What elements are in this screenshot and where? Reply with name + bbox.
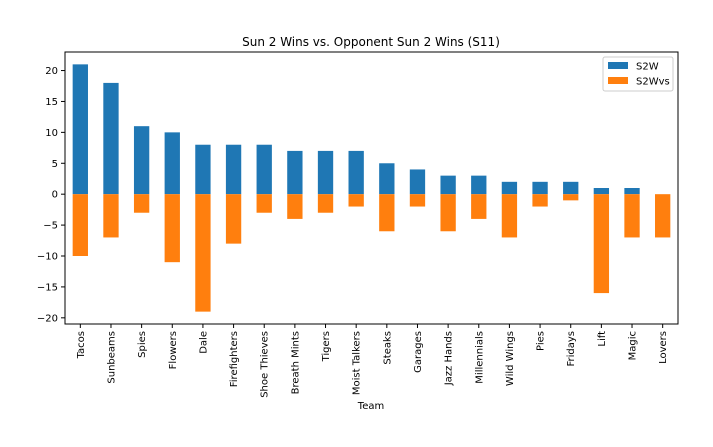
bar-s2wvs-garages [409, 194, 426, 207]
y-tick-label: −5 [43, 221, 58, 232]
x-tick-label: Sunbeams [106, 331, 117, 384]
x-tick-label: Tacos [76, 331, 87, 359]
x-tick-label: Tigers [321, 331, 332, 362]
chart-title: Sun 2 Wins vs. Opponent Sun 2 Wins (S11) [242, 35, 500, 49]
y-tick-label: −15 [37, 282, 58, 293]
bar-s2w-steaks [379, 163, 395, 195]
x-axis-label: Team [357, 401, 384, 412]
x-tick-label: Moist Talkers [352, 331, 363, 395]
bar-s2wvs-spies [133, 194, 150, 213]
x-tick-label: Pies [536, 331, 547, 351]
bar-s2wvs-millennials [471, 194, 487, 219]
x-tick-label: Flowers [168, 331, 179, 369]
x-tick-label: Spies [137, 331, 148, 358]
x-tick-label: Steaks [382, 331, 393, 365]
x-tick-label: Shoe Thieves [260, 331, 271, 398]
x-axis: Tacos Sunbeams Spies Flowers Dale Firefighter… [76, 324, 669, 398]
bar-s2wvs-moist-talkers [348, 194, 364, 207]
x-tick-label: Millennials [474, 331, 485, 384]
bar-s2w-flowers [164, 132, 180, 195]
x-tick-label: Breath Mints [290, 331, 301, 394]
bar-s2w-magic [624, 188, 640, 195]
plot-frame [64, 51, 679, 325]
legend-swatch-s2w [608, 62, 628, 69]
bar-s2w-sunbeams [103, 82, 119, 195]
legend-swatch-s2wvs [608, 77, 628, 84]
bar-s2w-tacos [72, 64, 88, 195]
bar-s2wvs-fridays [563, 194, 579, 201]
y-tick-label: 0 [52, 190, 58, 201]
bar-s2w-pies [532, 181, 548, 195]
bar-s2wvs-tacos [72, 194, 88, 256]
bar-s2w-shoe-thieves [256, 144, 272, 195]
x-tick-label: Dale [198, 331, 209, 354]
bar-s2wvs-magic [624, 194, 640, 238]
y-tick-label: 20 [45, 66, 58, 77]
bars-group [72, 64, 671, 312]
bar-s2w-tigers [317, 150, 334, 195]
bar-s2w-jazz-hands [440, 175, 456, 195]
x-tick-label: Garages [413, 331, 424, 373]
bar-s2w-millennials [471, 175, 487, 195]
bar-s2w-lift [593, 188, 610, 195]
y-axis: 20 15 10 5 0 −5 −10 −15 −20 [37, 66, 65, 324]
bar-s2w-breath-mints [287, 150, 303, 195]
bar-s2w-dale [195, 144, 211, 195]
x-tick-label: Fridays [566, 331, 577, 367]
x-tick-label: Lift [597, 331, 608, 347]
legend-label-s2wvs: S2Wvs [636, 77, 670, 88]
bar-s2wvs-sunbeams [103, 194, 119, 238]
bar-s2wvs-firefighters [225, 194, 242, 244]
bar-s2w-wild-wings [501, 181, 518, 195]
bar-s2wvs-wild-wings [501, 194, 518, 238]
x-tick-label: Wild Wings [505, 331, 516, 386]
bar-s2w-spies [133, 126, 150, 195]
bar-s2wvs-breath-mints [287, 194, 303, 219]
bar-s2w-garages [409, 169, 426, 195]
bar-s2wvs-jazz-hands [440, 194, 456, 232]
bar-s2wvs-lovers [655, 194, 671, 238]
bar-s2w-firefighters [225, 144, 242, 195]
bar-s2wvs-lift [593, 194, 610, 294]
x-tick-label: Magic [628, 331, 639, 360]
bar-s2wvs-flowers [164, 194, 180, 263]
legend: S2W S2Wvs [602, 56, 674, 92]
bar-s2wvs-tigers [317, 194, 334, 213]
x-tick-label: Lovers [658, 331, 669, 364]
x-tick-label: Firefighters [229, 331, 240, 387]
bar-s2w-fridays [563, 181, 579, 195]
x-tick-label: Jazz Hands [444, 331, 455, 386]
y-tick-label: 5 [52, 159, 58, 170]
y-tick-label: 10 [45, 128, 58, 139]
legend-label-s2w: S2W [636, 62, 659, 73]
bar-s2w-moist-talkers [348, 150, 364, 195]
y-tick-label: −20 [37, 313, 58, 324]
bar-s2wvs-dale [195, 194, 211, 312]
bar-s2wvs-pies [532, 194, 548, 207]
bar-s2wvs-steaks [379, 194, 395, 232]
y-tick-label: −10 [37, 252, 58, 263]
y-tick-label: 15 [45, 97, 58, 108]
bar-s2wvs-shoe-thieves [256, 194, 272, 213]
